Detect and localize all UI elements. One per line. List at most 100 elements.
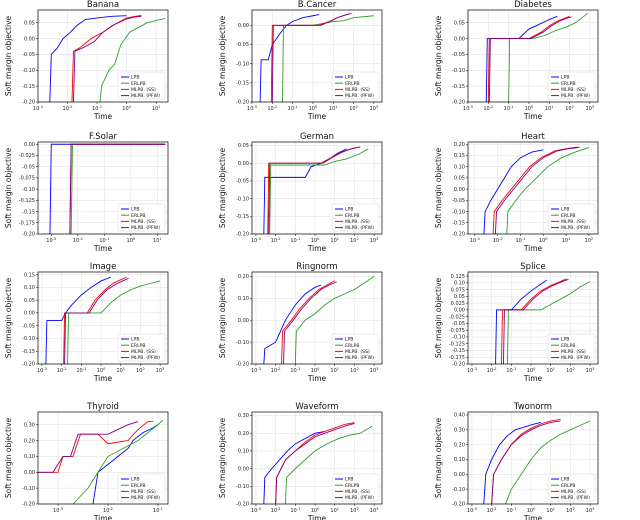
legend-label: LPB	[561, 75, 569, 81]
legend-label: LPB	[131, 207, 139, 213]
x-tick-label: 10-3	[33, 105, 43, 112]
y-tick-label: -0.05	[452, 321, 465, 327]
x-axis-label: Time	[307, 244, 327, 253]
series-line	[269, 148, 369, 234]
y-axis-label: Soft margin objective	[218, 147, 227, 228]
y-tick-label: -0.05	[236, 42, 249, 48]
y-tick-label: -0.10	[452, 487, 465, 493]
series-line	[483, 421, 541, 504]
series-line	[271, 13, 352, 102]
x-tick-label: 10-1	[76, 367, 86, 374]
x-tick-label: 10-2	[271, 237, 281, 244]
x-tick-label: 10-2	[73, 237, 83, 244]
x-axis-label: Time	[93, 244, 113, 253]
y-tick-label: 0.05	[454, 20, 465, 26]
y-tick-label: 0.00	[24, 470, 35, 476]
legend-box	[547, 203, 596, 232]
x-axis-label: Time	[307, 374, 327, 383]
y-tick-label: -0.10	[452, 209, 465, 215]
x-tick-label: 103	[370, 507, 379, 514]
y-tick-label: -0.025	[19, 153, 35, 159]
x-tick-label: 101	[153, 237, 162, 244]
series-line	[38, 421, 139, 473]
subplot-title: Twonorm	[513, 402, 552, 412]
series-line	[64, 277, 129, 364]
y-axis-label: Soft margin objective	[218, 417, 227, 498]
legend-label: ERLPB	[345, 213, 360, 219]
x-axis-label: Time	[93, 514, 113, 520]
y-tick-label: -0.15	[236, 214, 249, 220]
legend-box	[117, 473, 166, 502]
y-axis-label: Soft margin objective	[4, 277, 13, 358]
series-line	[281, 280, 335, 364]
y-tick-label: -0.15	[22, 209, 35, 215]
x-tick-label: 101	[546, 367, 555, 374]
x-tick-label: 101	[330, 507, 339, 514]
subplot-fsolar: -0.20 -0.175 -0.15 -0.125 -0.10 -0.075 -0.05 -0…	[4, 132, 169, 253]
y-tick-label: -0.15	[22, 349, 35, 355]
series-line	[259, 14, 320, 102]
series-line	[495, 279, 548, 364]
legend-label: LPB	[345, 75, 353, 81]
legend-label: ERLPB	[345, 483, 360, 489]
y-tick-label: -0.15	[452, 220, 465, 226]
y-tick-label: 0.00	[238, 466, 249, 472]
x-tick-label: 10-3	[37, 367, 47, 374]
y-tick-label: -0.175	[19, 220, 35, 226]
x-tick-label: 100	[525, 105, 534, 112]
y-tick-label: -0.15	[22, 84, 35, 90]
y-tick-label: -0.20	[452, 232, 465, 238]
x-tick-label: 10-3	[251, 367, 261, 374]
x-tick-label: 10-2	[493, 237, 503, 244]
x-tick-label: 103	[156, 367, 165, 374]
legend-label: MLPB. (SS)	[561, 349, 586, 355]
y-tick-label: -0.20	[236, 502, 249, 508]
y-tick-label: 0.00	[238, 23, 249, 29]
x-tick-label: 100	[311, 367, 320, 374]
y-tick-label: 0.00	[238, 318, 249, 324]
subplot-twonorm: -0.20 -0.10 0.00 0.10 0.20 0.30 0.40 10-3 10-2 10…	[434, 402, 599, 520]
x-tick-label: 10-2	[63, 105, 73, 112]
y-tick-label: -0.20	[236, 100, 249, 106]
y-tick-label: -0.20	[22, 100, 35, 106]
x-tick-label: 100	[527, 367, 536, 374]
x-tick-label: 102	[350, 237, 359, 244]
subplot-banana: -0.20 -0.15 -0.10 -0.05 0.00 0.05 10-3 10-2 10-1…	[4, 0, 169, 121]
subplot-waveform: -0.20 -0.10 0.00 0.10 0.20 0.30 10-3 10-2 10-1 10…	[218, 402, 383, 520]
legend-label: LPB	[561, 207, 569, 213]
x-tick-label: 10-2	[271, 367, 281, 374]
y-tick-label: 0.00	[24, 311, 35, 317]
x-tick-label: 10-1	[290, 367, 300, 374]
y-tick-label: 0.20	[238, 274, 249, 280]
y-tick-label: 0.025	[451, 301, 465, 307]
subplot-splice: -0.20-0.175-0.15-0.125-0.10-0.075-0.05-0…	[434, 262, 599, 383]
legend-label: ERLPB	[131, 483, 146, 489]
x-tick-label: 10-3	[251, 507, 261, 514]
x-axis-label: Time	[523, 514, 543, 520]
x-tick-label: 10-3	[251, 237, 261, 244]
x-tick-label: 100	[311, 507, 320, 514]
axes-frame	[467, 271, 599, 365]
legend-label: MLPB. (SS)	[345, 87, 370, 93]
series-line	[49, 15, 127, 102]
subplot-german: -0.20 -0.15 -0.10 -0.05 0.00 0.05 10-3 10-2 10-1…	[218, 132, 383, 253]
y-tick-label: -0.05	[22, 164, 35, 170]
x-tick-label: 10-2	[103, 507, 113, 514]
y-tick-label: -0.20	[22, 502, 35, 508]
axes-frame	[251, 271, 383, 365]
x-tick-label: 103	[586, 507, 595, 514]
axes-frame	[37, 271, 169, 365]
axes-frame	[467, 9, 599, 103]
x-axis-label: Time	[307, 514, 327, 520]
legend-label: LPB	[345, 207, 353, 213]
legend-label: MLPB. (PFW)	[131, 355, 160, 361]
series-line	[506, 147, 590, 234]
y-tick-label: -0.20	[22, 362, 35, 368]
legend-label: LPB	[345, 477, 353, 483]
x-tick-label: 101	[330, 237, 339, 244]
x-tick-label: 100	[527, 507, 536, 514]
